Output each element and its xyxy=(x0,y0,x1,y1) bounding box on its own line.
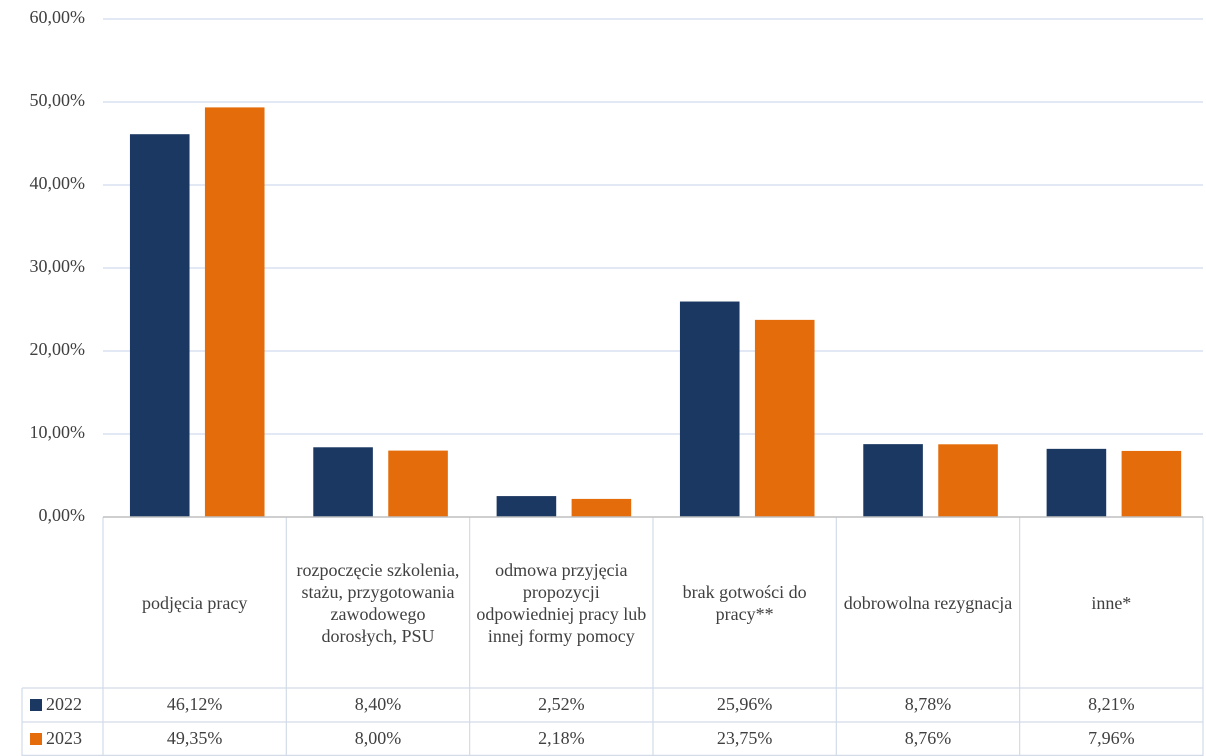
x-category-label: inne* xyxy=(1091,592,1132,613)
bar xyxy=(679,301,740,517)
table-value: 2,18% xyxy=(538,728,585,748)
table-value: 7,96% xyxy=(1088,728,1135,748)
legend-label: 2023 xyxy=(46,728,82,748)
table-value: 2,52% xyxy=(538,694,585,714)
x-category-label: dobrowolna rezygnacja xyxy=(843,592,1013,613)
legend-swatch xyxy=(30,699,42,711)
legend-label: 2022 xyxy=(46,694,82,714)
bar xyxy=(496,496,557,517)
table-value: 8,78% xyxy=(905,694,952,714)
x-category-label: brak gotwości do pracy** xyxy=(682,581,807,624)
bar xyxy=(863,444,923,517)
bar xyxy=(129,134,190,518)
table-value: 8,21% xyxy=(1088,694,1135,714)
bar xyxy=(313,447,373,517)
bar xyxy=(754,319,815,517)
bar xyxy=(571,498,632,517)
legend-swatch xyxy=(30,733,42,745)
table-value: 46,12% xyxy=(167,694,223,714)
table-value: 8,76% xyxy=(905,728,952,748)
y-tick-label: 50,00% xyxy=(30,90,86,110)
bar xyxy=(388,450,448,517)
y-tick-label: 30,00% xyxy=(30,256,86,276)
x-category-label: podjęcia pracy xyxy=(141,592,248,613)
table-value: 8,40% xyxy=(355,694,402,714)
x-category-label: rozpoczęcie szkolenia, stażu, przygotowa… xyxy=(296,559,460,646)
table-value: 8,00% xyxy=(355,728,402,748)
bar xyxy=(938,444,998,517)
table-value: 23,75% xyxy=(717,728,773,748)
bar xyxy=(1121,450,1182,517)
x-category-label: odmowa przyjęcia propozycji odpowiedniej… xyxy=(476,559,647,646)
y-tick-label: 10,00% xyxy=(30,422,86,442)
y-tick-label: 40,00% xyxy=(30,173,86,193)
bar xyxy=(1046,448,1107,517)
bar xyxy=(204,107,265,518)
y-tick-label: 20,00% xyxy=(30,339,86,359)
y-tick-label: 0,00% xyxy=(39,505,86,525)
y-tick-label: 60,00% xyxy=(30,7,86,27)
table-value: 25,96% xyxy=(717,694,773,714)
table-value: 49,35% xyxy=(167,728,223,748)
